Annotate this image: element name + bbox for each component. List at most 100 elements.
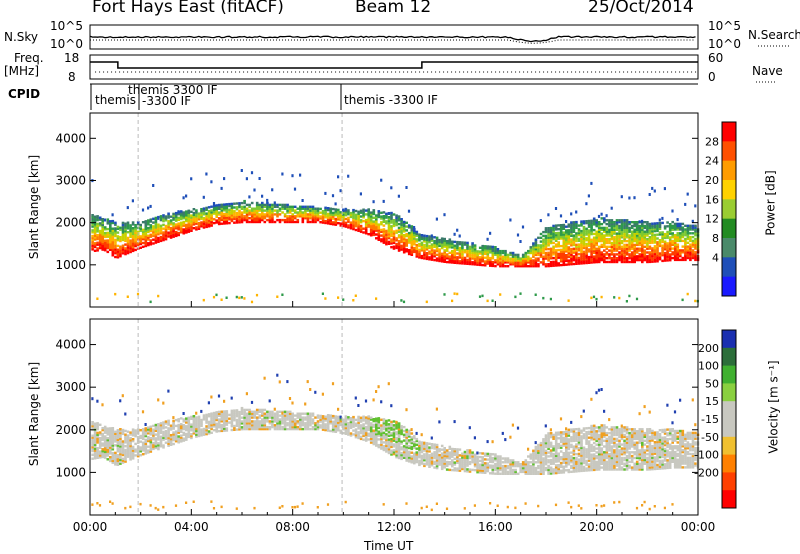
power-cell [397,215,401,218]
power-cell [527,257,530,260]
power-cell [554,224,558,227]
power-cell [228,218,231,221]
power-cell [466,243,469,246]
power-cell [694,226,697,229]
power-cell [185,194,188,198]
power-cell [139,242,142,246]
velocity-cell [220,423,224,427]
velocity-cell [96,439,99,442]
power-cell [656,241,659,244]
power-cell [147,223,150,226]
velocity-cell [149,429,153,432]
power-cell [641,228,644,231]
power-cell [456,259,459,263]
power-cell [679,251,682,254]
power-cell [324,191,327,195]
power-cell [676,224,680,227]
velocity-cell [382,420,386,423]
power-cell [240,205,244,209]
velocity-cell [324,425,327,428]
power-cell [521,257,525,260]
velocity-cell [98,437,102,440]
power-cell [559,231,563,234]
power-cell [331,217,335,220]
power-cell [121,238,125,242]
velocity-cell [463,464,467,467]
velocity-cell [395,423,398,426]
power-cell [190,229,193,232]
power-cell [418,235,421,238]
power-cell [276,213,279,216]
velocity-cell [413,462,416,465]
velocity-cell [326,503,330,506]
power-cell [197,218,201,221]
velocity-cell [501,431,504,435]
power-cell [116,225,120,229]
power-cell [202,220,206,223]
power-cell [567,263,571,266]
velocity-cell [109,448,112,451]
power-cell [658,221,662,225]
power-cell [542,238,545,241]
velocity-cell [397,422,401,425]
power-cell [433,245,436,248]
power-cell [390,232,393,236]
velocity-cell [255,410,259,413]
velocity-cell [331,428,335,431]
power-cell [473,253,477,257]
power-cell [395,231,398,234]
velocity-cell [430,452,434,455]
velocity-cell [367,421,370,424]
velocity-cell [301,420,305,423]
velocity-cell [428,448,431,451]
power-cell [516,255,520,258]
velocity-cell [116,429,120,432]
power-cell [542,261,545,264]
power-cell [635,258,639,262]
power-cell [610,243,614,247]
power-cell [562,248,566,251]
power-cell [445,247,449,250]
power-cell [266,215,269,218]
power-cell [248,203,251,207]
velocity-cell [179,430,183,433]
power-cell [580,241,583,244]
power-cell [605,239,609,243]
power-cell [676,239,680,243]
velocity-cell [131,428,135,431]
power-cell [174,213,178,217]
power-cell [116,235,120,238]
velocity-cell [326,427,330,430]
power-cell [633,260,636,264]
power-cell [93,238,97,241]
power-cell [679,232,682,235]
power-cell [516,259,520,262]
power-cell [506,265,510,268]
velocity-cell [491,460,495,464]
velocity-cell [496,459,500,462]
power-cell [468,255,472,258]
velocity-cell [425,461,429,464]
velocity-cell [364,427,368,431]
power-cell [410,253,414,256]
velocity-cell [506,472,510,475]
velocity-cell [235,418,239,422]
power-cell [661,236,664,240]
velocity-cell [395,442,398,445]
power-cell [154,216,158,220]
power-cell [451,255,454,259]
velocity-cell [478,471,482,474]
power-cell [400,229,403,232]
power-cell [101,223,104,227]
power-cell [119,245,122,248]
power-cell [276,211,279,214]
power-cell [483,247,487,250]
velocity-cell [103,441,107,444]
power-cell [638,220,641,224]
velocity-cell [223,427,226,430]
velocity-cell [147,426,150,429]
power-cell [453,240,457,244]
power-cell [164,215,168,218]
power-cell [595,257,598,260]
power-cell [220,186,223,190]
